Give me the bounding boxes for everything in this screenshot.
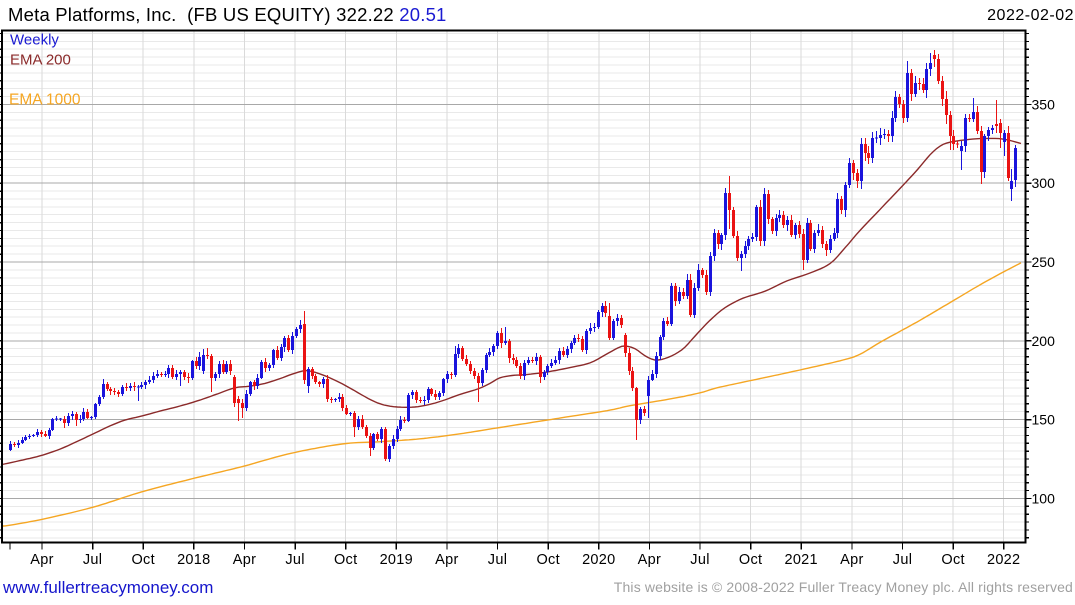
svg-text:200: 200	[1032, 333, 1056, 349]
svg-text:Oct: Oct	[536, 552, 559, 568]
svg-text:EMA 1000: EMA 1000	[9, 92, 81, 109]
svg-text:2019: 2019	[380, 552, 413, 568]
svg-text:Oct: Oct	[739, 552, 762, 568]
svg-text:Oct: Oct	[334, 552, 357, 568]
svg-text:Meta Platforms, Inc. (FB US E: Meta Platforms, Inc. (FB US EQUITY) 322.…	[8, 4, 447, 25]
svg-text:2018: 2018	[177, 552, 210, 568]
svg-text:EMA 200: EMA 200	[10, 52, 71, 69]
svg-text:300: 300	[1032, 175, 1056, 191]
svg-text:Apr: Apr	[638, 552, 661, 568]
svg-text:Weekly: Weekly	[10, 32, 59, 49]
svg-text:Jul: Jul	[488, 552, 507, 568]
svg-text:2022: 2022	[987, 552, 1020, 568]
svg-text:2020: 2020	[582, 552, 615, 568]
svg-text:250: 250	[1032, 254, 1056, 270]
svg-text:Oct: Oct	[941, 552, 964, 568]
svg-text:150: 150	[1032, 412, 1056, 428]
svg-text:Jul: Jul	[83, 552, 102, 568]
svg-text:350: 350	[1032, 96, 1056, 112]
svg-text:Jul: Jul	[690, 552, 709, 568]
svg-text:Jul: Jul	[893, 552, 912, 568]
svg-text:Oct: Oct	[131, 552, 154, 568]
svg-text:Apr: Apr	[233, 552, 256, 568]
svg-text:100: 100	[1032, 490, 1056, 506]
svg-text:Apr: Apr	[840, 552, 863, 568]
svg-text:Apr: Apr	[435, 552, 458, 568]
svg-text:www.fullertreacymoney.com: www.fullertreacymoney.com	[2, 578, 213, 597]
svg-text:This website is © 2008-2022 Fu: This website is © 2008-2022 Fuller Treac…	[614, 579, 1073, 595]
svg-text:Apr: Apr	[30, 552, 53, 568]
svg-text:Jul: Jul	[285, 552, 304, 568]
svg-text:2021: 2021	[784, 552, 817, 568]
svg-text:2022-02-02: 2022-02-02	[987, 7, 1074, 24]
